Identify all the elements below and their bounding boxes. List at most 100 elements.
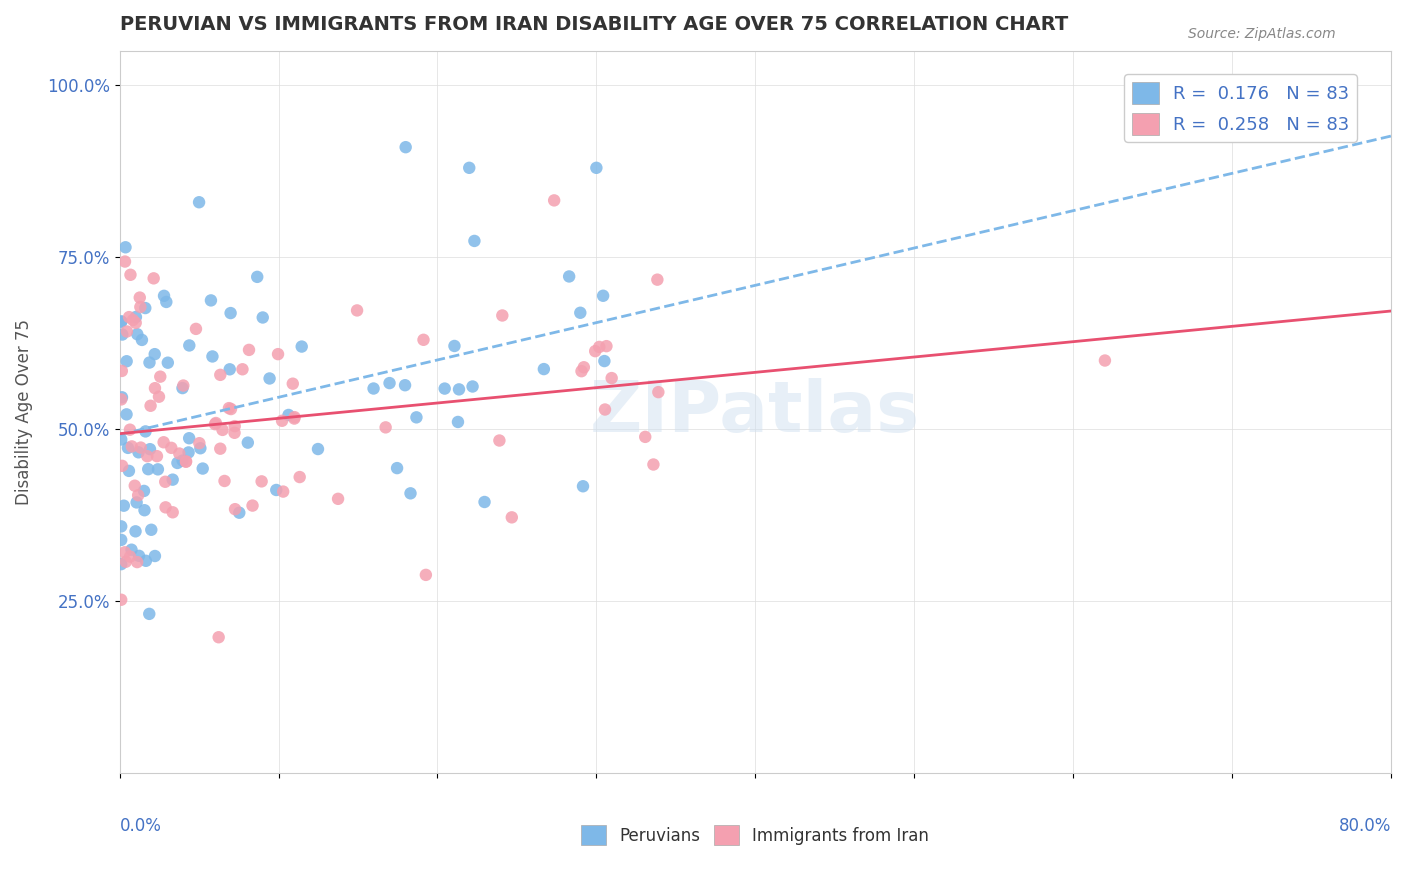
Immigrants from Iran bbox=[214, 474, 236, 488]
Immigrants from Iran bbox=[588, 340, 610, 354]
Immigrants from Iran bbox=[283, 410, 305, 425]
Immigrants from Iran bbox=[224, 419, 246, 434]
Peruvians bbox=[572, 479, 595, 493]
Text: 0.0%: 0.0% bbox=[120, 817, 162, 835]
Immigrants from Iran bbox=[543, 194, 565, 208]
Immigrants from Iran bbox=[115, 325, 138, 339]
Peruvians bbox=[110, 519, 132, 533]
Immigrants from Iran bbox=[415, 567, 437, 582]
Immigrants from Iran bbox=[174, 455, 197, 469]
Immigrants from Iran bbox=[127, 488, 149, 502]
Peruvians bbox=[141, 523, 163, 537]
Peruvians bbox=[433, 382, 456, 396]
Immigrants from Iran bbox=[491, 309, 513, 323]
Peruvians bbox=[277, 408, 299, 422]
Peruvians bbox=[112, 499, 135, 513]
Peruvians bbox=[200, 293, 222, 308]
Peruvians bbox=[474, 495, 496, 509]
Immigrants from Iran bbox=[146, 449, 169, 463]
Peruvians bbox=[110, 557, 132, 571]
Peruvians bbox=[138, 607, 160, 621]
Peruvians bbox=[134, 301, 156, 315]
Immigrants from Iran bbox=[288, 470, 311, 484]
Peruvians bbox=[458, 161, 481, 175]
Immigrants from Iran bbox=[172, 378, 194, 392]
Immigrants from Iran bbox=[242, 499, 264, 513]
Peruvians bbox=[246, 269, 269, 284]
Peruvians bbox=[177, 445, 200, 459]
Immigrants from Iran bbox=[152, 435, 174, 450]
Peruvians bbox=[110, 314, 132, 328]
Immigrants from Iran bbox=[204, 417, 226, 432]
Immigrants from Iran bbox=[139, 399, 162, 413]
Immigrants from Iran bbox=[188, 436, 211, 450]
Immigrants from Iran bbox=[129, 441, 152, 455]
Immigrants from Iran bbox=[572, 360, 595, 375]
Immigrants from Iran bbox=[110, 592, 132, 607]
Peruvians bbox=[259, 371, 281, 385]
Peruvians bbox=[172, 381, 194, 395]
Peruvians bbox=[405, 410, 427, 425]
Text: ZIPatlas: ZIPatlas bbox=[591, 377, 921, 447]
Immigrants from Iran bbox=[281, 376, 304, 391]
Immigrants from Iran bbox=[593, 402, 616, 417]
Peruvians bbox=[385, 461, 408, 475]
Immigrants from Iran bbox=[209, 368, 232, 382]
Peruvians bbox=[143, 549, 166, 563]
Text: Source: ZipAtlas.com: Source: ZipAtlas.com bbox=[1188, 27, 1336, 41]
Peruvians bbox=[134, 425, 156, 439]
Peruvians bbox=[394, 378, 416, 392]
Immigrants from Iran bbox=[149, 369, 172, 384]
Peruvians bbox=[124, 524, 146, 539]
Immigrants from Iran bbox=[110, 392, 132, 407]
Immigrants from Iran bbox=[148, 390, 170, 404]
Legend: R =  0.176   N = 83, R =  0.258   N = 83: R = 0.176 N = 83, R = 0.258 N = 83 bbox=[1125, 74, 1357, 142]
Immigrants from Iran bbox=[136, 449, 159, 463]
Immigrants from Iran bbox=[169, 446, 191, 460]
Immigrants from Iran bbox=[647, 385, 669, 400]
Peruvians bbox=[291, 340, 314, 354]
Peruvians bbox=[307, 442, 329, 456]
Immigrants from Iran bbox=[205, 416, 228, 430]
Immigrants from Iran bbox=[346, 303, 368, 318]
Immigrants from Iran bbox=[124, 479, 146, 493]
Immigrants from Iran bbox=[224, 502, 246, 516]
Peruvians bbox=[125, 495, 148, 509]
Immigrants from Iran bbox=[224, 425, 246, 440]
Immigrants from Iran bbox=[571, 364, 593, 378]
Peruvians bbox=[166, 456, 188, 470]
Peruvians bbox=[110, 533, 132, 547]
Immigrants from Iran bbox=[643, 458, 665, 472]
Immigrants from Iran bbox=[142, 271, 165, 285]
Peruvians bbox=[136, 462, 159, 476]
Immigrants from Iran bbox=[1094, 353, 1116, 368]
Immigrants from Iran bbox=[114, 545, 136, 559]
Peruvians bbox=[463, 234, 485, 248]
Peruvians bbox=[110, 315, 132, 329]
Peruvians bbox=[395, 140, 418, 154]
Immigrants from Iran bbox=[326, 491, 349, 506]
Text: 80.0%: 80.0% bbox=[1339, 817, 1391, 835]
Immigrants from Iran bbox=[209, 442, 232, 456]
Immigrants from Iran bbox=[271, 414, 294, 428]
Immigrants from Iran bbox=[219, 402, 242, 417]
Peruvians bbox=[139, 442, 162, 457]
Peruvians bbox=[585, 161, 607, 175]
Immigrants from Iran bbox=[129, 300, 152, 314]
Peruvians bbox=[264, 483, 287, 497]
Peruvians bbox=[190, 442, 212, 456]
Peruvians bbox=[121, 542, 143, 557]
Immigrants from Iran bbox=[250, 475, 273, 489]
Immigrants from Iran bbox=[231, 362, 253, 376]
Peruvians bbox=[111, 390, 134, 404]
Immigrants from Iran bbox=[412, 333, 434, 347]
Immigrants from Iran bbox=[634, 430, 657, 444]
Peruvians bbox=[111, 327, 134, 342]
Immigrants from Iran bbox=[238, 343, 260, 357]
Peruvians bbox=[179, 338, 201, 352]
Peruvians bbox=[191, 461, 214, 475]
Text: PERUVIAN VS IMMIGRANTS FROM IRAN DISABILITY AGE OVER 75 CORRELATION CHART: PERUVIAN VS IMMIGRANTS FROM IRAN DISABIL… bbox=[120, 15, 1069, 34]
Peruvians bbox=[219, 306, 242, 320]
Peruvians bbox=[592, 289, 614, 303]
Peruvians bbox=[114, 240, 136, 254]
